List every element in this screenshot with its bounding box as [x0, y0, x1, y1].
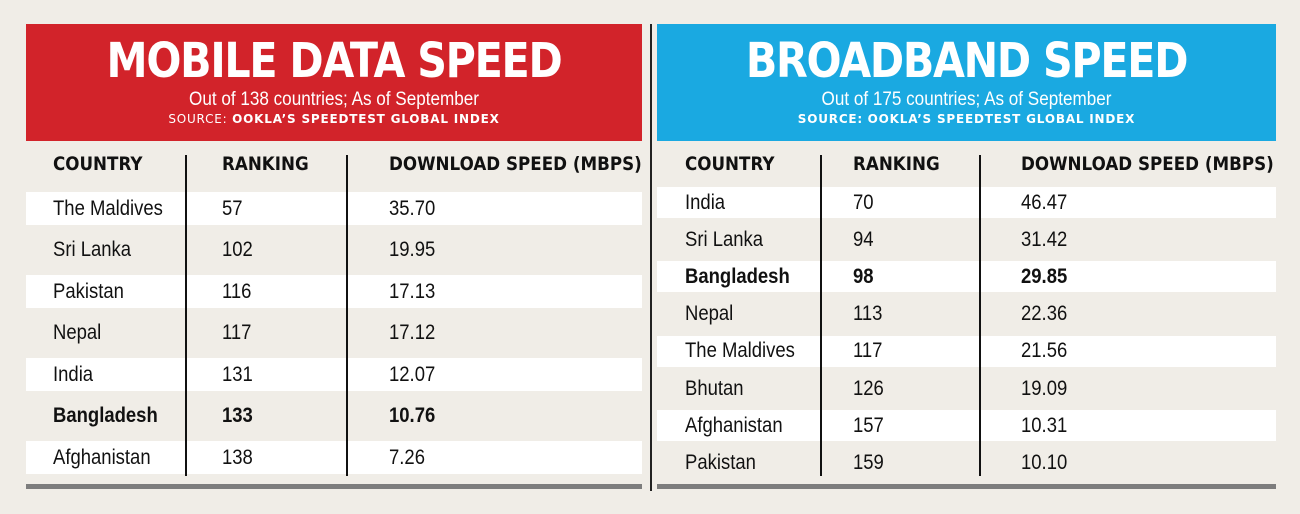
- table-row: India 70 46.47: [657, 187, 1276, 218]
- table-row: Bangladesh 133 10.76: [26, 400, 642, 433]
- broadband-source-label: SOURCE:: [797, 112, 864, 126]
- table-bottom-bar: [657, 484, 1276, 489]
- cell-ranking: 133: [222, 404, 253, 427]
- table-row: Bhutan 126 19.09: [657, 373, 1276, 404]
- cell-speed: 21.56: [1021, 339, 1068, 363]
- mobile-data-speed-panel: MOBILE DATA SPEED Out of 138 countries; …: [26, 24, 642, 489]
- cell-speed: 7.26: [389, 445, 425, 469]
- cell-country: Nepal: [685, 302, 734, 326]
- mobile-title: MOBILE DATA SPEED: [106, 33, 563, 89]
- cell-ranking: 57: [222, 196, 243, 220]
- cell-ranking: 116: [222, 279, 252, 303]
- cell-ranking: 113: [853, 302, 883, 326]
- cell-speed: 22.36: [1021, 302, 1068, 326]
- mobile-subtitle: Out of 138 countries; As of September: [189, 89, 479, 110]
- column-header-download-speed: DOWNLOAD SPEED (MBPS): [1021, 153, 1274, 175]
- broadband-title: BROADBAND SPEED: [745, 33, 1189, 89]
- cell-ranking: 98: [853, 264, 874, 288]
- cell-ranking: 117: [853, 339, 883, 363]
- cell-speed: 19.09: [1021, 376, 1068, 400]
- table-bottom-bar: [26, 484, 642, 489]
- table-row: Afghanistan 138 7.26: [26, 441, 642, 474]
- mobile-header: MOBILE DATA SPEED Out of 138 countries; …: [26, 24, 642, 141]
- cell-country: Bhutan: [685, 376, 744, 400]
- column-header-ranking: RANKING: [222, 153, 309, 175]
- cell-country: Nepal: [53, 321, 102, 344]
- cell-speed: 19.95: [389, 238, 436, 261]
- cell-country: Afghanistan: [685, 413, 783, 437]
- table-row: Bangladesh 98 29.85: [657, 261, 1276, 293]
- table-row: Sri Lanka 94 31.42: [657, 224, 1276, 255]
- cell-country: The Maldives: [685, 339, 795, 363]
- cell-speed: 10.10: [1021, 450, 1068, 474]
- broadband-speed-panel: BROADBAND SPEED Out of 175 countries; As…: [657, 24, 1276, 489]
- cell-ranking: 131: [222, 362, 253, 386]
- cell-country: The Maldives: [53, 196, 163, 220]
- cell-country: Bangladesh: [685, 264, 790, 288]
- cell-speed: 10.76: [389, 404, 436, 427]
- broadband-subtitle: Out of 175 countries; As of September: [821, 89, 1112, 110]
- cell-country: Sri Lanka: [685, 227, 764, 251]
- cell-speed: 12.07: [389, 362, 436, 386]
- column-divider: [820, 155, 822, 476]
- cell-speed: 46.47: [1021, 190, 1068, 214]
- cell-speed: 35.70: [389, 196, 436, 220]
- table-row: Nepal 113 22.36: [657, 299, 1276, 330]
- mobile-source: SOURCE: OOKLA’S SPEEDTEST GLOBAL INDEX: [26, 111, 642, 127]
- table-row: The Maldives 57 35.70: [26, 192, 642, 225]
- center-divider: [650, 24, 652, 491]
- cell-country: Bangladesh: [53, 404, 158, 427]
- cell-speed: 17.13: [389, 279, 436, 303]
- cell-ranking: 70: [853, 190, 874, 214]
- column-divider: [979, 155, 981, 476]
- cell-country: India: [53, 362, 94, 386]
- broadband-table: COUNTRY RANKING DOWNLOAD SPEED (MBPS) In…: [657, 141, 1276, 489]
- table-row: India 131 12.07: [26, 358, 642, 391]
- cell-country: Pakistan: [53, 279, 124, 303]
- column-divider: [346, 155, 348, 476]
- cell-speed: 17.12: [389, 321, 436, 344]
- column-header-country: COUNTRY: [685, 153, 775, 175]
- column-header-country: COUNTRY: [53, 153, 143, 175]
- column-header-ranking: RANKING: [853, 153, 940, 175]
- cell-country: Afghanistan: [53, 445, 151, 469]
- table-row: Afghanistan 157 10.31: [657, 410, 1276, 442]
- cell-country: Sri Lanka: [53, 238, 132, 261]
- cell-ranking: 117: [222, 321, 252, 344]
- cell-speed: 31.42: [1021, 227, 1068, 251]
- mobile-table: COUNTRY RANKING DOWNLOAD SPEED (MBPS) Th…: [26, 141, 642, 489]
- cell-ranking: 159: [853, 450, 884, 474]
- table-row: Nepal 117 17.12: [26, 317, 642, 350]
- broadband-source: SOURCE: OOKLA’S SPEEDTEST GLOBAL INDEX: [657, 111, 1276, 127]
- table-row: The Maldives 117 21.56: [657, 335, 1276, 367]
- cell-speed: 29.85: [1021, 264, 1068, 288]
- table-row: Sri Lanka 102 19.95: [26, 234, 642, 267]
- column-header-download-speed: DOWNLOAD SPEED (MBPS): [389, 153, 642, 175]
- cell-country: Pakistan: [685, 450, 756, 474]
- mobile-source-label: SOURCE:: [168, 112, 228, 126]
- broadband-header: BROADBAND SPEED Out of 175 countries; As…: [657, 24, 1276, 141]
- table-row: Pakistan 116 17.13: [26, 275, 642, 308]
- cell-ranking: 138: [222, 445, 253, 469]
- cell-speed: 10.31: [1021, 413, 1068, 437]
- table-row: Pakistan 159 10.10: [657, 447, 1276, 478]
- cell-ranking: 157: [853, 413, 884, 437]
- mobile-source-value: OOKLA’S SPEEDTEST GLOBAL INDEX: [232, 112, 500, 126]
- cell-ranking: 94: [853, 227, 874, 251]
- cell-country: India: [685, 190, 726, 214]
- broadband-source-value: OOKLA’S SPEEDTEST GLOBAL INDEX: [867, 112, 1136, 126]
- column-divider: [185, 155, 187, 476]
- cell-ranking: 102: [222, 238, 253, 261]
- cell-ranking: 126: [853, 376, 884, 400]
